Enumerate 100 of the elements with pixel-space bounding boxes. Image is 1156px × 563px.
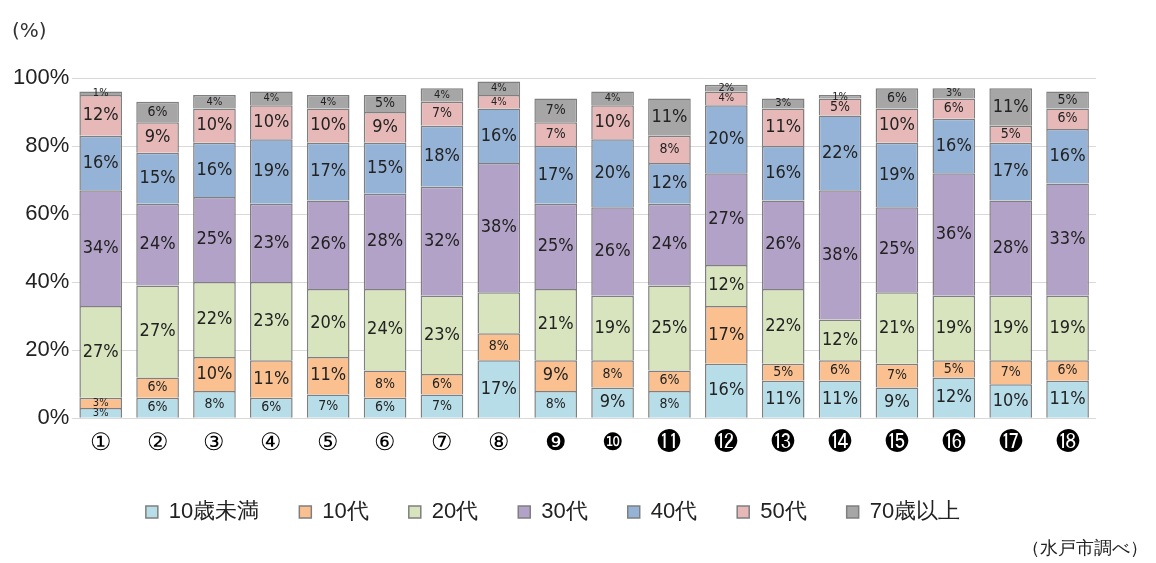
data-label: 10% (878, 113, 915, 135)
data-label: 16% (1049, 143, 1086, 165)
legend-label: 30代 (541, 498, 588, 524)
data-label: 20% (594, 160, 631, 182)
data-label: 16% (480, 123, 517, 145)
data-label: 38% (480, 215, 517, 237)
data-label: 4% (434, 87, 450, 101)
data-label: 5% (1000, 124, 1021, 141)
data-label: 5% (1057, 90, 1078, 107)
data-label: 6% (943, 99, 964, 116)
data-label: 16% (765, 160, 802, 182)
x-tick-label: ⓱ (998, 428, 1023, 456)
data-label: 6% (1057, 109, 1078, 126)
data-label: 10% (992, 388, 1029, 410)
data-label: 11% (651, 104, 688, 126)
data-label: 12% (935, 385, 972, 407)
x-tick-label: ① (89, 428, 112, 456)
data-label: 15% (367, 155, 404, 177)
data-label: 5% (773, 362, 794, 379)
data-label: 12% (708, 273, 745, 295)
data-label: 19% (992, 315, 1029, 337)
x-tick-label: ⓯ (884, 428, 909, 456)
data-label: 6% (830, 361, 851, 378)
x-tick-label: ② (146, 428, 169, 456)
data-label: 8% (659, 394, 680, 411)
x-tick-label: ⓰ (941, 428, 966, 456)
data-label: 24% (651, 232, 688, 254)
data-label: 9% (372, 115, 398, 136)
data-label: 15% (139, 166, 176, 188)
data-label: 5% (375, 94, 396, 111)
data-label: 10% (196, 113, 233, 135)
data-label: 8% (204, 394, 225, 411)
x-tick-label: ④ (260, 428, 283, 456)
y-tick-label: 0% (37, 404, 70, 430)
data-label: 26% (310, 232, 347, 254)
data-label: 38% (822, 242, 859, 264)
legend-label: 40代 (650, 498, 698, 524)
data-label: 7% (1000, 362, 1021, 379)
x-tick-label: ⓭ (771, 428, 796, 456)
data-label: 4% (320, 94, 337, 108)
data-label: 16% (708, 378, 745, 400)
x-tick-label: ⑧ (487, 428, 510, 456)
data-label: 19% (594, 315, 631, 337)
data-label: 7% (886, 366, 907, 383)
data-label: 4% (604, 91, 621, 105)
data-label: 16% (935, 133, 972, 155)
data-label: 23% (253, 230, 290, 252)
data-label: 27% (708, 206, 745, 228)
data-label: 6% (147, 102, 168, 119)
data-label: 26% (594, 239, 631, 261)
data-label: 9% (144, 125, 171, 147)
data-label: 8% (659, 140, 680, 157)
y-tick-label: 100% (12, 64, 70, 90)
data-label: 17% (310, 159, 347, 181)
data-label: 6% (886, 89, 907, 106)
data-label: 10% (594, 109, 631, 131)
data-label: 3% (945, 86, 962, 100)
x-tick-label: ⑤ (317, 428, 340, 456)
data-label: 16% (82, 150, 119, 172)
data-label: 25% (651, 315, 688, 337)
legend-label: 20代 (431, 498, 479, 524)
data-label: 19% (1049, 315, 1086, 337)
data-label: 7% (431, 104, 452, 121)
data-label: 8% (488, 337, 509, 354)
data-label: 34% (82, 235, 119, 257)
x-tick-label: ⓲ (1055, 428, 1080, 456)
x-tick-label: ❾ (544, 428, 567, 456)
data-label: 26% (765, 232, 802, 254)
data-label: 27% (139, 319, 176, 341)
data-label: 9% (542, 363, 569, 385)
legend-label: 10歳未満 (168, 498, 260, 524)
data-label: 22% (822, 140, 859, 162)
x-tick-label: ❿ (601, 428, 624, 456)
text: （水戸市調べ） (1022, 536, 1148, 560)
data-label: 17% (480, 376, 517, 398)
data-label: 7% (545, 100, 566, 117)
x-tick-label: ③ (203, 428, 226, 456)
data-label: 6% (147, 398, 168, 415)
data-label: 6% (431, 374, 452, 391)
data-label: 23% (423, 322, 460, 344)
data-label: 11% (765, 115, 802, 136)
legend-label: 50代 (760, 498, 807, 524)
data-label: 10% (253, 109, 290, 131)
data-label: 4% (263, 91, 280, 105)
data-label: 12% (822, 327, 859, 349)
data-label: 7% (431, 396, 452, 413)
data-label: 17% (537, 162, 574, 184)
data-label: 8% (545, 394, 566, 411)
x-tick-label: ⓮ (828, 428, 853, 456)
data-label: 17% (708, 322, 745, 344)
data-label: 23% (253, 308, 290, 330)
data-label: 4% (490, 81, 507, 95)
data-label: 7% (545, 124, 566, 141)
data-label: 8% (375, 374, 396, 391)
data-label: 28% (992, 235, 1029, 257)
legend-label: 10代 (322, 498, 369, 524)
data-label: 6% (659, 371, 680, 388)
data-label: 11% (765, 386, 802, 408)
data-label: 11% (1049, 386, 1086, 408)
x-tick-label: ⑥ (374, 428, 397, 456)
